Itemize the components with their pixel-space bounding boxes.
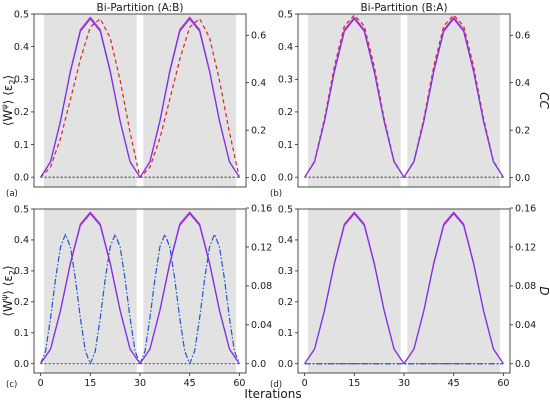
y-right-tick-label: 0.12 (515, 242, 536, 253)
y-left-tick-label: 0.1 (278, 140, 293, 151)
y-left-tick-label: 0.1 (278, 328, 293, 339)
y-left-tick-label: 0.4 (278, 42, 293, 53)
x-tick-label: 60 (497, 378, 509, 389)
x-tick-label: 15 (84, 378, 96, 389)
panel-title: Bi-Partition (A:B) (97, 2, 184, 14)
x-tick-label: 15 (348, 378, 360, 389)
y-right-tick-label: 0.16 (515, 203, 536, 214)
y-left-tick-label: 0.5 (14, 9, 29, 20)
y-left-tick-label: 0.2 (278, 107, 293, 118)
shaded-region-1 (43, 14, 137, 187)
y-left-tick-label: 0.0 (14, 173, 29, 184)
panel-b: 0.0 0.1 0.2 0.3 0.4 0.5 0.0 0.2 0.4 0.6 Bi-Partiti… (270, 2, 550, 199)
x-tick-label: 0 (302, 378, 308, 389)
panel-title: Bi-Partition (B:A) (360, 2, 447, 14)
y-left-tick-label: 0.2 (14, 107, 29, 118)
x-tick-label: 60 (233, 378, 245, 389)
y-left-tick-label: 0.1 (14, 140, 29, 151)
x-tick-label: 45 (448, 378, 460, 389)
y-left-tick-label: 0.4 (278, 235, 293, 246)
y-left-tick-label: 0.4 (14, 42, 29, 53)
panel-letter: (a) (6, 189, 18, 199)
y-left-tick-label: 0.0 (14, 359, 29, 370)
plot-frame (297, 13, 511, 188)
y-right-tick-label: 0.04 (515, 320, 536, 331)
panel-letter: (d) (270, 380, 282, 390)
x-tick-label: 0 (38, 378, 44, 389)
y-right-tick-label: 0.0 (515, 359, 530, 370)
y-left-tick-label: 0.1 (14, 328, 29, 339)
panel-letter: (c) (6, 380, 17, 390)
x-tick-label: 45 (184, 378, 196, 389)
y-left-tick-label: 0.2 (278, 297, 293, 308)
shaded-region-2 (407, 14, 501, 187)
y-left-tick-label: 0.3 (14, 266, 29, 277)
panel-letter: (b) (270, 189, 282, 199)
panel-a: 0.0 0.1 0.2 0.3 0.4 0.5 0.0 0.2 0.4 0.6 Bi-Partiti… (0, 2, 266, 199)
y-left-tick-label: 0.0 (278, 359, 293, 370)
y-left-tick-label: 0.5 (14, 204, 29, 215)
shaded-region-2 (143, 14, 237, 187)
y-left-tick-label: 0.3 (278, 266, 293, 277)
y-right-tick-label: 0.4 (251, 78, 266, 89)
y-right-tick-label: 0.12 (251, 242, 272, 253)
x-axis-label: Iterations (244, 387, 301, 401)
entanglement-series-line (40, 213, 240, 365)
panel-c: 0.0 0.1 0.2 0.3 0.4 0.5 0.0 0.04 0.08 0.12 0.16 0 15… (0, 203, 272, 390)
y-right-tick-label: 0.16 (251, 203, 272, 214)
shaded-region-2 (407, 209, 501, 373)
y-left-tick-label: 0.4 (14, 235, 29, 246)
x-tick-label: 30 (134, 378, 146, 389)
y-left-tick-label: 0.5 (278, 9, 293, 20)
y-right-axis-label: CC (537, 92, 550, 109)
y-left-tick-label: 0.2 (14, 297, 29, 308)
x-tick-label: 30 (398, 378, 410, 389)
shaded-region-1 (307, 14, 401, 187)
entanglement-series-line (40, 18, 240, 178)
y-left-tick-label: 0.5 (278, 204, 293, 215)
y-right-tick-label: 0.2 (251, 125, 266, 136)
y-right-tick-label: 0.4 (515, 78, 530, 89)
y-left-tick-label: 0.0 (278, 173, 293, 184)
y-left-axis-label: ⟨Wψ⟩ ⟨ε2⟩ (0, 265, 17, 316)
y-right-tick-label: 0.0 (515, 173, 530, 184)
shaded-region-1 (307, 209, 401, 373)
panel-d: 0.0 0.1 0.2 0.3 0.4 0.5 0.0 0.04 0.08 0.12 0.16 0 15… (270, 203, 550, 390)
plot-frame (33, 13, 247, 188)
shaded-region-1 (43, 209, 137, 373)
y-right-tick-label: 0.08 (251, 281, 272, 292)
y-right-tick-label: 0.2 (515, 125, 530, 136)
y-right-tick-label: 0.0 (251, 173, 266, 184)
y-right-tick-label: 0.04 (251, 320, 272, 331)
y-left-tick-label: 0.3 (278, 75, 293, 86)
y-right-tick-label: 0.0 (251, 359, 266, 370)
y-right-axis-label: D (537, 286, 550, 295)
y-left-tick-label: 0.3 (14, 75, 29, 86)
y-right-tick-label: 0.08 (515, 281, 536, 292)
shaded-region-2 (143, 209, 237, 373)
y-left-axis-label: ⟨Wψ⟩ ⟨ε2⟩ (0, 75, 17, 126)
entanglement-series-line (304, 18, 504, 178)
y-right-tick-label: 0.6 (515, 31, 530, 42)
y-right-tick-label: 0.6 (251, 31, 266, 42)
entanglement-series-line (304, 213, 504, 365)
